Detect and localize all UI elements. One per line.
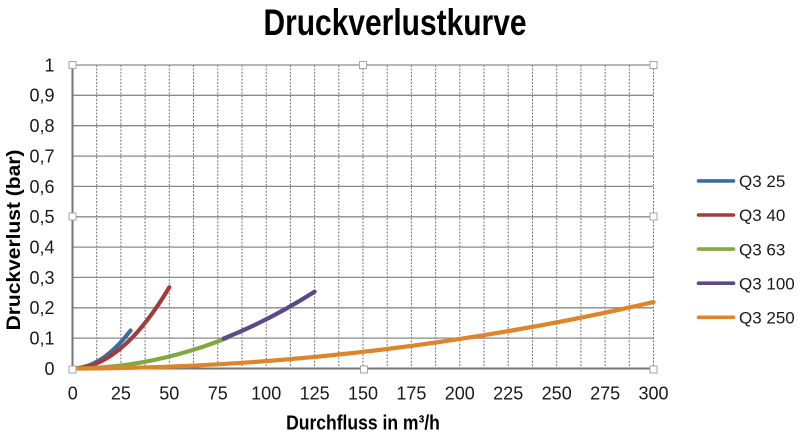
svg-text:200: 200 [445, 383, 475, 403]
svg-text:275: 275 [590, 383, 620, 403]
svg-text:0,3: 0,3 [29, 268, 54, 288]
svg-text:0,9: 0,9 [29, 86, 54, 106]
svg-text:300: 300 [638, 383, 668, 403]
svg-text:0,2: 0,2 [29, 298, 54, 318]
svg-text:25: 25 [111, 383, 131, 403]
svg-text:0,1: 0,1 [29, 329, 54, 349]
svg-text:Druckverlust (bar): Druckverlust (bar) [4, 150, 25, 331]
svg-text:225: 225 [493, 383, 523, 403]
svg-text:175: 175 [396, 383, 426, 403]
svg-text:150: 150 [348, 383, 378, 403]
svg-text:75: 75 [208, 383, 228, 403]
svg-text:Druckverlustkurve: Druckverlustkurve [263, 3, 526, 44]
svg-text:Durchfluss in m³/h: Durchfluss in m³/h [286, 412, 440, 435]
svg-text:Q3 250: Q3 250 [739, 309, 795, 328]
svg-text:0,6: 0,6 [29, 177, 54, 197]
svg-text:0,7: 0,7 [29, 147, 54, 167]
svg-text:Q3 25: Q3 25 [739, 172, 785, 191]
svg-text:125: 125 [300, 383, 330, 403]
svg-text:1: 1 [44, 55, 54, 75]
svg-text:0,5: 0,5 [29, 207, 54, 227]
svg-text:0: 0 [44, 359, 54, 379]
svg-text:250: 250 [542, 383, 572, 403]
svg-text:100: 100 [251, 383, 281, 403]
svg-text:Q3 63: Q3 63 [739, 240, 785, 259]
svg-text:Q3 100: Q3 100 [739, 274, 795, 293]
svg-text:0: 0 [68, 383, 78, 403]
svg-text:0,8: 0,8 [29, 116, 54, 136]
svg-text:50: 50 [159, 383, 179, 403]
svg-text:Q3 40: Q3 40 [739, 206, 785, 225]
svg-text:0,4: 0,4 [29, 238, 54, 258]
